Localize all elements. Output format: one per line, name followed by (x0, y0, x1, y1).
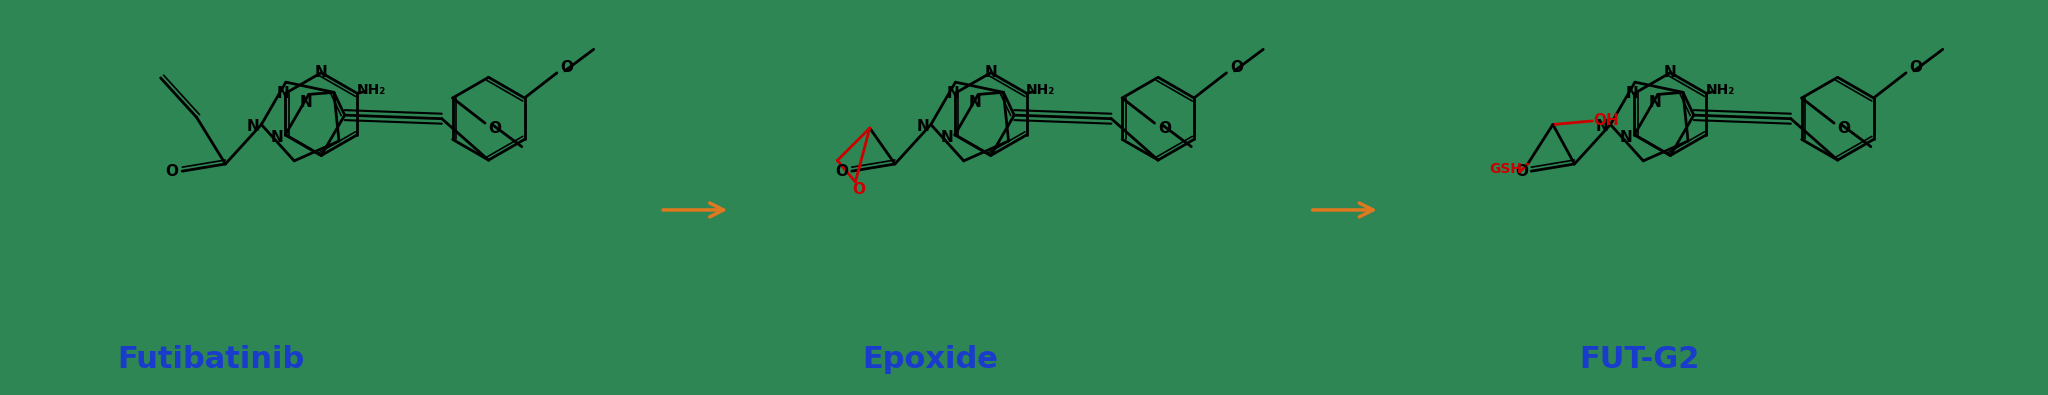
Text: N: N (985, 65, 997, 80)
Text: NH₂: NH₂ (1706, 83, 1735, 98)
Text: O: O (166, 164, 178, 179)
Text: O: O (1837, 120, 1851, 135)
Text: Futibatinib: Futibatinib (117, 345, 305, 374)
Text: O: O (489, 120, 502, 135)
Text: O: O (1516, 164, 1528, 179)
Text: N: N (1626, 86, 1638, 101)
Text: N: N (1595, 119, 1610, 134)
Text: N: N (918, 119, 930, 134)
Text: N: N (940, 130, 952, 145)
Text: N: N (270, 130, 285, 145)
Text: O: O (1909, 60, 1923, 75)
Text: N: N (315, 65, 328, 80)
Text: O: O (1231, 60, 1243, 75)
Text: N: N (1663, 65, 1677, 80)
Text: N: N (1649, 95, 1661, 110)
Text: OH: OH (1593, 113, 1620, 128)
Text: N: N (276, 86, 289, 101)
Text: N: N (248, 119, 260, 134)
Text: N: N (969, 95, 981, 110)
Text: N: N (946, 86, 958, 101)
Text: NH₂: NH₂ (1026, 83, 1055, 98)
Text: Epoxide: Epoxide (862, 345, 997, 374)
Text: N: N (299, 95, 311, 110)
Text: O: O (1157, 120, 1171, 135)
Text: O: O (836, 164, 848, 179)
Text: O: O (852, 182, 864, 198)
Text: FUT-G2: FUT-G2 (1579, 345, 1700, 374)
Text: NH₂: NH₂ (356, 83, 385, 98)
Text: N: N (1620, 130, 1632, 145)
Text: GSH: GSH (1489, 162, 1522, 176)
Text: O: O (561, 60, 573, 75)
